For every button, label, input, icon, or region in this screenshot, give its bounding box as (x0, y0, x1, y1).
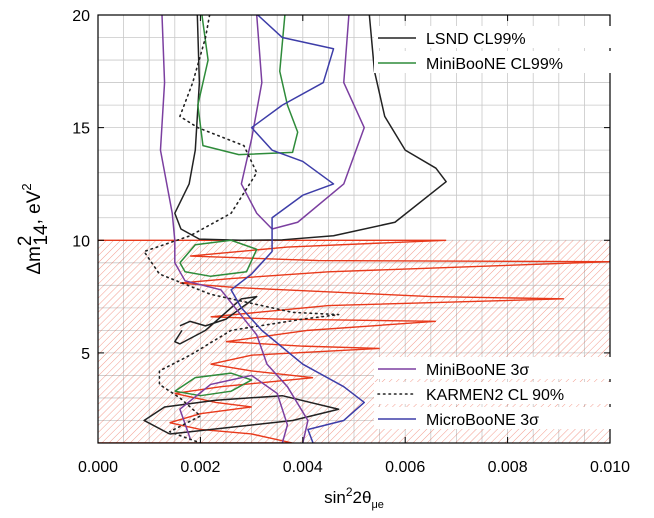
legend-bg (374, 357, 612, 379)
series-line-miniboone-3- (159, 15, 309, 443)
series-line-lsnd-cl99- (174, 295, 258, 345)
y-axis-title: Δm214, eV2 (15, 183, 52, 274)
legend-label: MicroBooNE 3σ (426, 412, 539, 429)
legend-bg (374, 407, 612, 429)
x-tick-label: 0.004 (283, 459, 323, 476)
plot-frame (97, 14, 611, 444)
legend-bg (374, 51, 612, 73)
series-line-karmen2-cl-90- (143, 15, 340, 443)
legend-label: MiniBooNE 3σ (426, 362, 529, 379)
series-line-lsnd-cl99- (174, 15, 447, 242)
x-tick-labels: 0.000 0.002 0.004 0.006 0.008 0.010 (78, 459, 630, 476)
x-tick-label: 0.010 (590, 459, 630, 476)
legend-top: LSND CL99% MiniBooNE CL99% (374, 26, 612, 73)
x-tick-label: 0.006 (385, 459, 425, 476)
legend-label: MiniBooNE CL99% (426, 56, 563, 73)
y-tick-label: 10 (72, 233, 90, 250)
legend-label: LSND CL99% (426, 31, 526, 48)
x-tick-label: 0.002 (180, 459, 220, 476)
x-tick-label: 0.008 (488, 459, 528, 476)
y-tick-label: 20 (72, 8, 90, 25)
series-line-microboone-3- (230, 15, 365, 443)
y-tick-labels: 5 10 15 20 (72, 8, 90, 363)
y-tick-label: 5 (81, 346, 90, 363)
legend-label: KARMEN2 CL 90% (426, 387, 564, 404)
legend-bg (374, 26, 612, 48)
legend-bottom: MiniBooNE 3σ KARMEN2 CL 90% MicroBooNE 3σ (374, 357, 612, 429)
series-layer (143, 15, 447, 443)
series-line-miniboone-cl99- (197, 15, 299, 156)
x-tick-label: 0.000 (78, 459, 118, 476)
x-axis-title: sin22θμe (324, 485, 384, 511)
series-line-miniboone-cl99- (179, 239, 258, 278)
ticks (97, 14, 611, 443)
legend-bg (374, 382, 612, 404)
series-line-miniboone-3- (179, 374, 289, 443)
y-tick-label: 15 (72, 121, 90, 138)
allowed-region-boundary (98, 239, 610, 443)
series-line-miniboone-cl99- (174, 372, 253, 397)
series-line-lsnd-cl99- (143, 394, 340, 435)
